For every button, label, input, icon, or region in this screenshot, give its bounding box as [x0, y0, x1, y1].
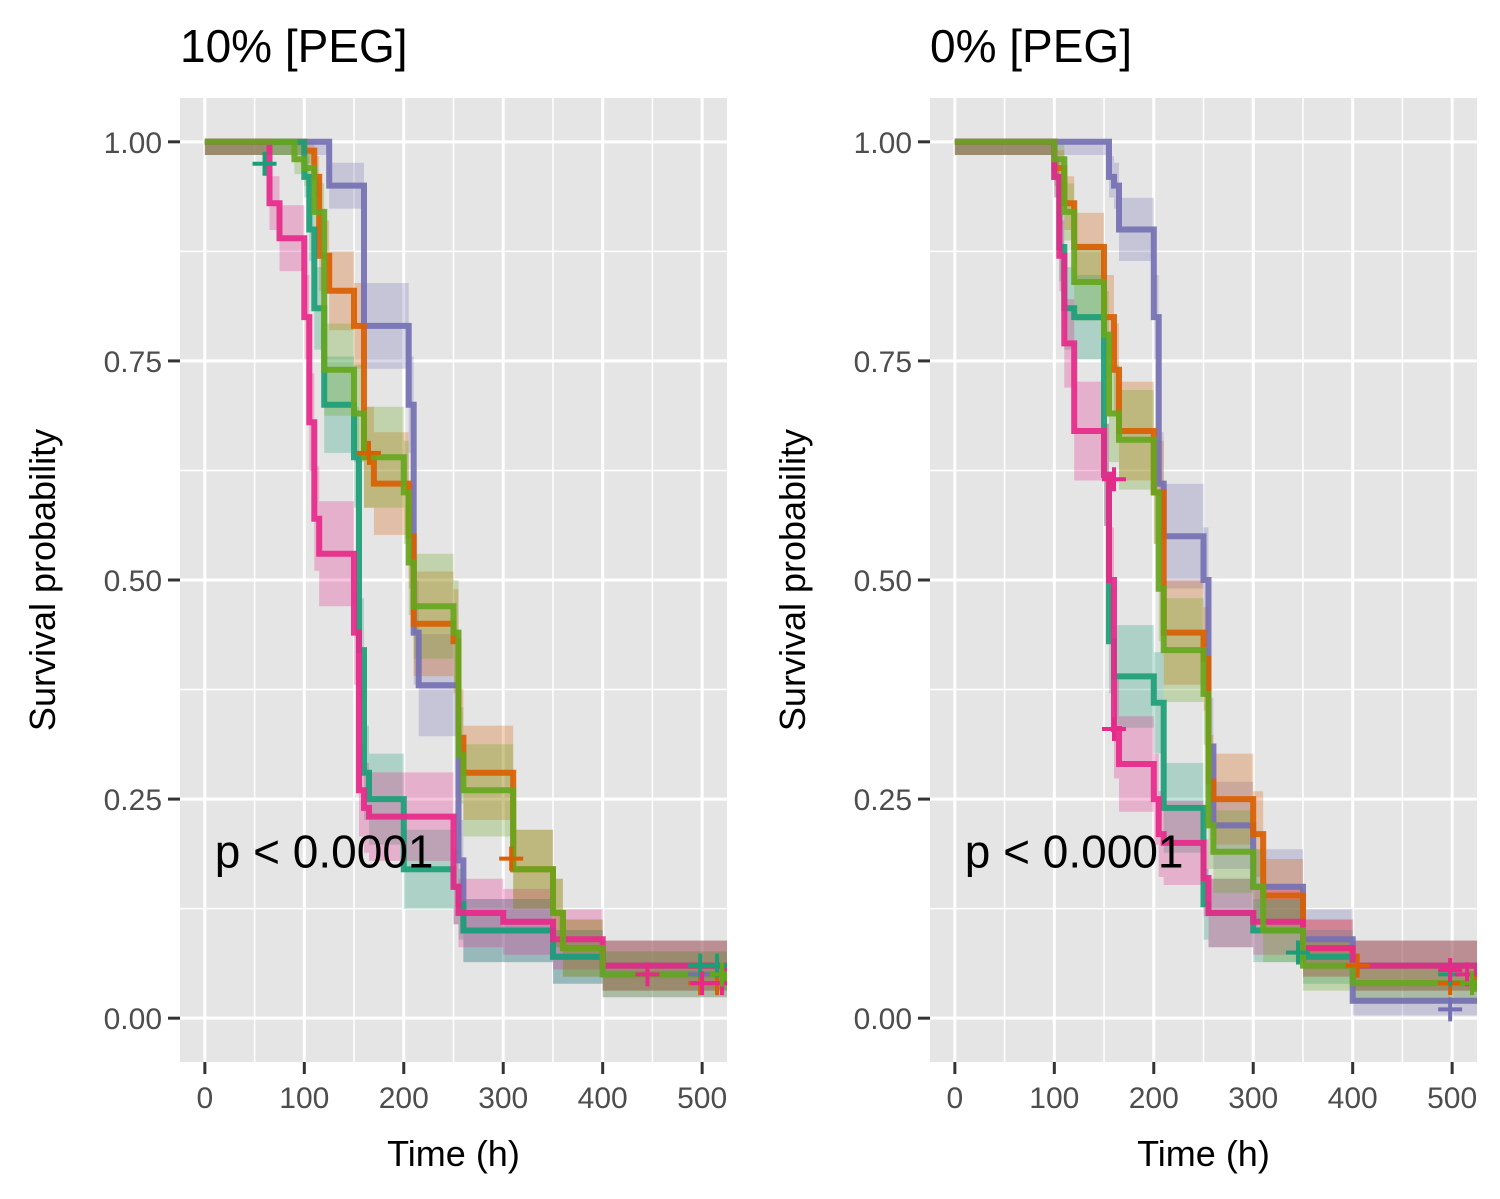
- right-censor-mark-3: [1101, 467, 1126, 492]
- right-x-tick-label: 200: [1129, 1082, 1179, 1115]
- left-x-tick-label: 0: [197, 1082, 214, 1115]
- left-confidence-band-4: [204, 141, 727, 1004]
- left-censor-mark-3: [635, 962, 660, 987]
- left-censor-mark-1: [356, 440, 381, 465]
- left-y-tick-label: 1.00: [104, 127, 162, 160]
- right-x-tick-label: 500: [1427, 1082, 1477, 1115]
- right-survival-curve-4: [954, 138, 1477, 992]
- right-censor-mark-0: [1438, 997, 1463, 1022]
- left-panel-title: 10% [PEG]: [180, 20, 408, 72]
- left-y-tick-label: 0.75: [104, 346, 162, 379]
- left-y-tick-label: 0.25: [104, 784, 162, 817]
- right-censor-mark-4: [1460, 971, 1477, 996]
- left-y-axis-label: Survival probability: [22, 429, 63, 731]
- left-plot-area: [204, 138, 727, 1004]
- left-x-tick-label: 400: [578, 1082, 628, 1115]
- right-x-tick-label: 400: [1328, 1082, 1378, 1115]
- right-x-tick-label: 300: [1228, 1082, 1278, 1115]
- left-x-tick-label: 500: [677, 1082, 727, 1115]
- left-x-axis-label: Time (h): [387, 1133, 520, 1174]
- left-gridlines: [180, 98, 727, 1062]
- right-panel: 0% [PEG] p < 0.0001 0.00 0.25 0.50 0.75 1.00 0…: [772, 20, 1477, 1174]
- right-censor-mark-1: [1345, 953, 1370, 978]
- right-survival-curve-1: [954, 138, 1477, 984]
- left-y-tick-label: 0.50: [104, 565, 162, 598]
- left-survival-curve-2: [204, 138, 727, 969]
- left-x-tick-label: 100: [279, 1082, 329, 1115]
- left-survival-curve-4: [204, 138, 727, 984]
- left-panel: 10% [PEG] p < 0.0001 0.00 0.25 0.50 0.75 1.00…: [22, 20, 727, 1174]
- right-x-tick-label: 100: [1029, 1082, 1079, 1115]
- right-censor-mark-3: [1101, 716, 1126, 741]
- left-censor-mark-1: [499, 846, 524, 871]
- right-panel-title: 0% [PEG]: [930, 20, 1132, 72]
- right-p-value-annotation: p < 0.0001: [965, 826, 1184, 878]
- left-censor-mark-4: [710, 962, 727, 987]
- right-y-tick-label: 0.50: [854, 565, 912, 598]
- right-y-tick-label: 0.00: [854, 1003, 912, 1036]
- right-censor-mark-3: [1438, 957, 1463, 982]
- left-x-tick-label: 200: [379, 1082, 429, 1115]
- right-censor-mark-2: [1285, 940, 1310, 965]
- right-y-tick-label: 1.00: [854, 127, 912, 160]
- right-y-axis-label: Survival probability: [772, 429, 813, 731]
- left-y-tick-label: 0.00: [104, 1003, 162, 1036]
- right-confidence-band-2: [954, 141, 1477, 998]
- right-x-tick-label: 0: [947, 1082, 964, 1115]
- right-x-axis-label: Time (h): [1137, 1133, 1270, 1174]
- left-p-value-annotation: p < 0.0001: [215, 826, 434, 878]
- right-y-tick-label: 0.25: [854, 784, 912, 817]
- left-x-tick-label: 300: [478, 1082, 528, 1115]
- left-censor-mark-2: [252, 151, 277, 176]
- right-y-tick-label: 0.75: [854, 346, 912, 379]
- right-plot-area: [954, 138, 1477, 1022]
- left-survival-curve-3: [204, 138, 727, 975]
